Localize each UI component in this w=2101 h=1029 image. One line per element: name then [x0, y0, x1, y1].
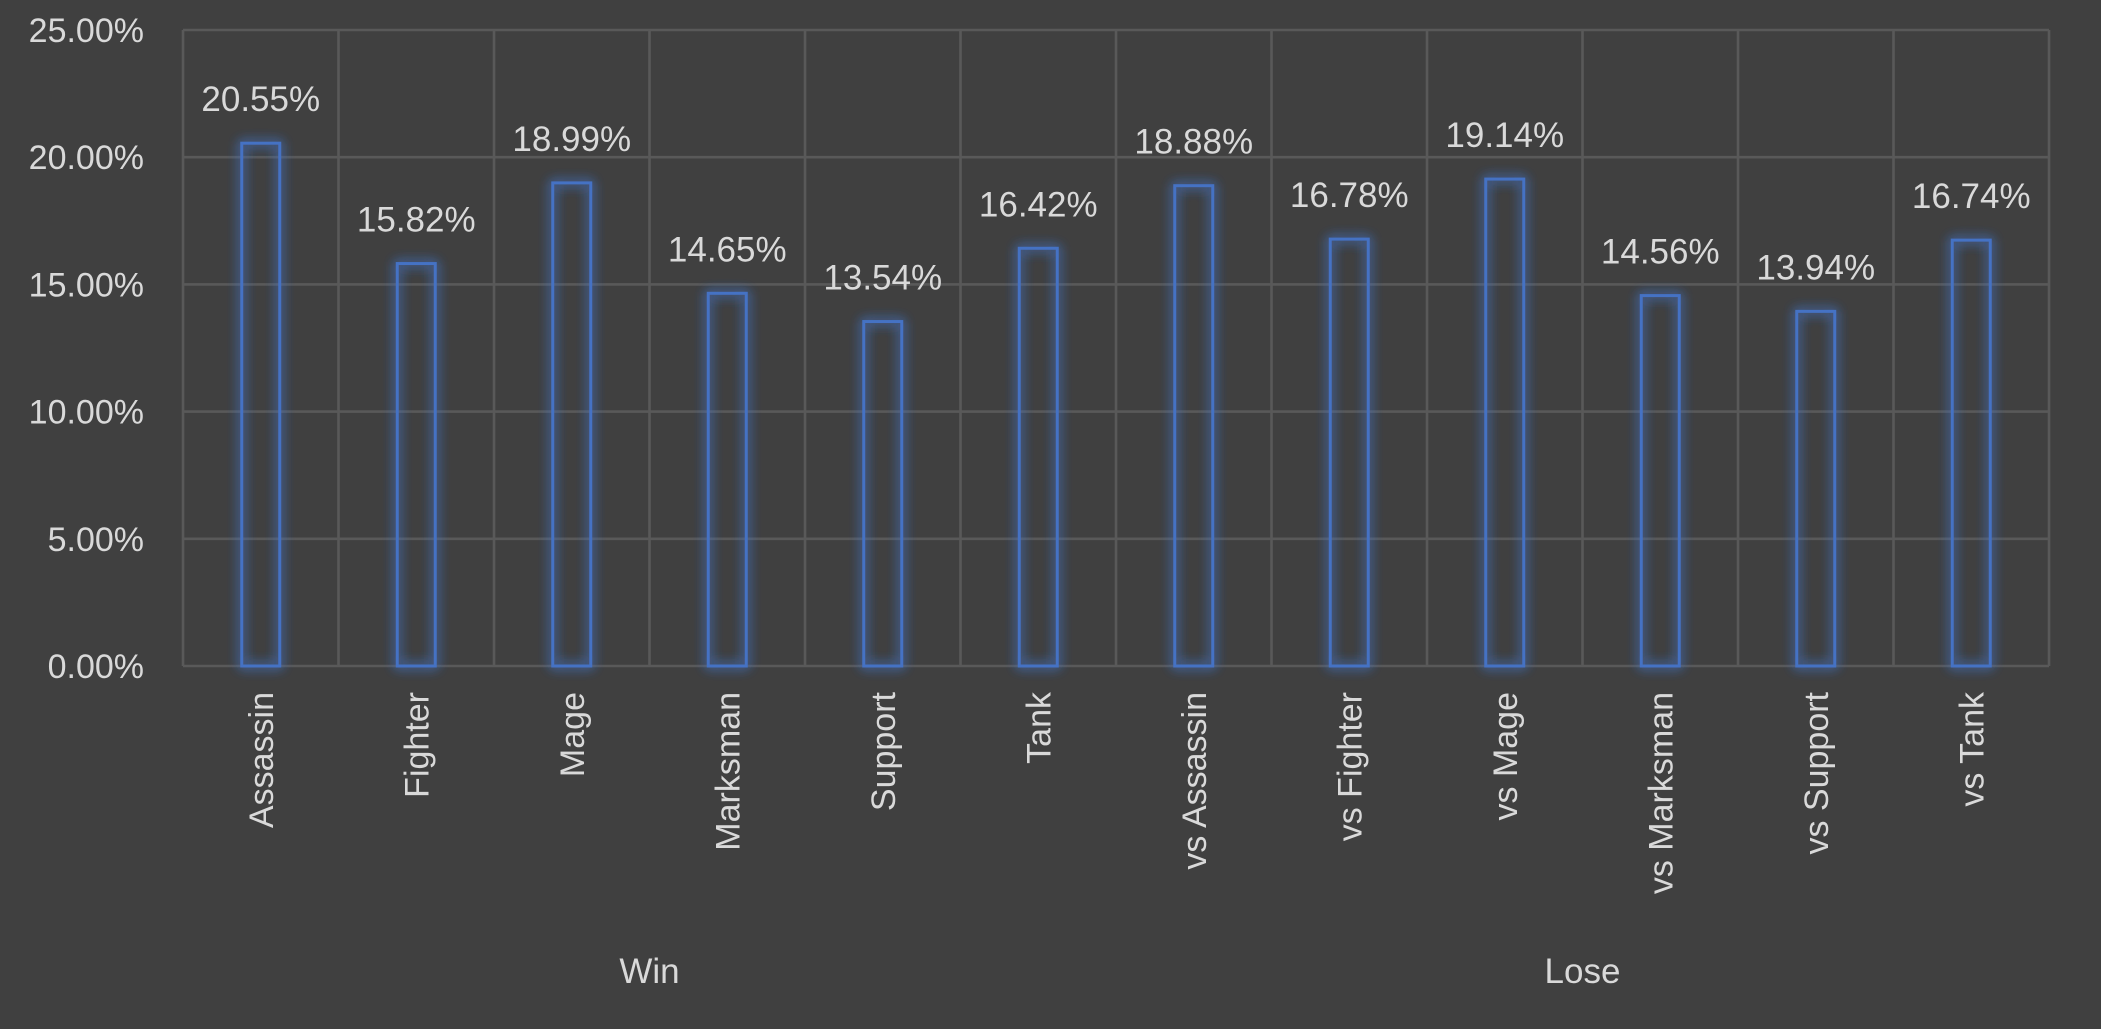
x-group-label: Win	[619, 952, 679, 991]
bar	[1017, 246, 1059, 668]
x-category-label: Assassin	[243, 692, 281, 828]
bar	[1639, 294, 1681, 668]
data-label: 20.55%	[201, 80, 320, 119]
data-label: 14.56%	[1601, 233, 1720, 272]
bar	[1950, 238, 1992, 668]
x-axis-category-labels: Assassin Fighter Mage Marksman Support Tank vs…	[243, 691, 1992, 894]
y-axis-tick-labels: 0.00% 5.00% 10.00% 15.00% 20.00% 25.00%	[29, 12, 144, 686]
bar	[1795, 309, 1837, 668]
y-tick-label: 15.00%	[29, 266, 144, 304]
gridlines	[181, 28, 2051, 668]
x-category-label: vs Support	[1798, 691, 1836, 854]
bar	[862, 320, 904, 668]
data-label: 13.54%	[823, 259, 942, 298]
bar	[1328, 237, 1370, 668]
x-category-label: vs Assassin	[1176, 692, 1214, 870]
x-category-label: vs Tank	[1953, 691, 1991, 807]
data-label: 19.14%	[1445, 116, 1564, 155]
y-tick-label: 25.00%	[29, 12, 144, 50]
x-category-label: vs Mage	[1487, 692, 1525, 821]
bar	[706, 291, 748, 668]
data-label: 16.42%	[979, 185, 1098, 224]
data-label: 16.74%	[1912, 177, 2031, 216]
x-group-label: Lose	[1545, 952, 1621, 991]
data-label: 18.99%	[512, 120, 631, 159]
x-category-label: vs Marksman	[1642, 692, 1680, 894]
bar	[240, 141, 282, 668]
data-label: 18.88%	[1134, 123, 1253, 162]
data-labels: 20.55% 15.82% 18.99% 14.65% 13.54% 16.42% 18.8…	[201, 80, 2030, 297]
data-label: 14.65%	[668, 230, 787, 269]
bar	[395, 262, 437, 668]
x-category-label: Marksman	[709, 692, 747, 851]
x-category-label: Mage	[554, 692, 592, 777]
data-label: 13.94%	[1756, 248, 1875, 287]
x-category-label: Support	[865, 691, 903, 811]
y-tick-label: 0.00%	[48, 648, 144, 686]
x-category-label: vs Fighter	[1331, 692, 1369, 841]
y-tick-label: 5.00%	[48, 521, 144, 559]
y-tick-label: 20.00%	[29, 139, 144, 177]
bar	[1173, 184, 1215, 668]
data-label: 15.82%	[357, 201, 476, 240]
bar	[551, 181, 593, 668]
y-tick-label: 10.00%	[29, 394, 144, 432]
bars	[240, 141, 1992, 668]
x-category-label: Tank	[1020, 691, 1058, 764]
bar	[1484, 177, 1526, 668]
x-axis-group-labels: Win Lose	[619, 952, 1620, 991]
x-category-label: Fighter	[398, 692, 436, 798]
data-label: 16.78%	[1290, 176, 1409, 215]
